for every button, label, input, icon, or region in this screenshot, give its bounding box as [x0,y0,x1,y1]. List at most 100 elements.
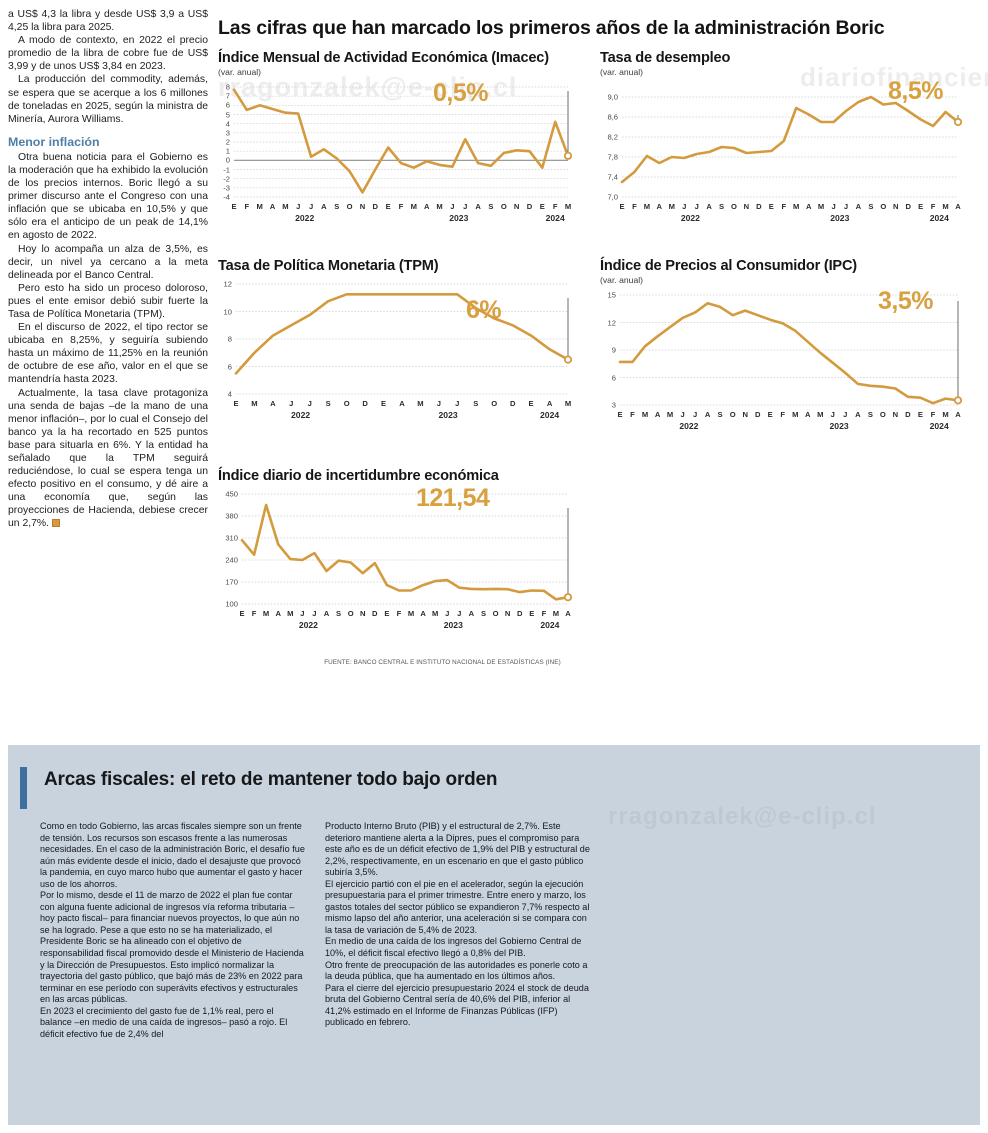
y-axis-tick: 6 [227,362,232,371]
y-axis-tick: 7 [225,91,230,101]
chart-title: Índice de Precios al Consumidor (IPC) [600,258,857,274]
chart-subtitle: (var. anual) [600,67,643,77]
fiscal-paragraph: Como en todo Gobierno, las arcas fiscale… [40,821,305,889]
x-axis-tick: D [526,202,533,211]
x-axis-tick: A [323,609,330,618]
x-axis-tick: S [868,202,874,211]
chart-title: Tasa de desempleo [600,50,731,66]
x-axis-tick: M [641,410,649,419]
x-axis-tick: D [905,202,911,211]
x-axis-tick: F [396,609,402,618]
x-axis-year-label: 2023 [830,213,850,223]
x-axis-tick: J [843,202,849,211]
article-paragraph: A modo de contexto, en 2022 el precio pr… [8,35,208,73]
x-axis-tick: J [436,399,442,408]
x-axis-tick: D [516,609,523,618]
top-section: rragonzalek@e-clip.cl diariofinanciero a… [8,8,988,666]
y-axis-tick: 1 [225,146,230,156]
x-axis-tick: O [879,410,886,419]
x-axis-tick: F [930,410,936,419]
last-point-marker [563,151,573,160]
headline-value: 121,54 [416,484,490,512]
y-axis-tick: 450 [225,489,238,499]
x-axis-tick: J [694,202,699,211]
x-axis-tick: J [450,202,455,211]
x-axis-tick: M [564,399,572,408]
fiscal-paragraph: Producto Interno Bruto (PIB) y el estruc… [325,821,590,878]
chart-svg [232,86,573,198]
x-axis-tick: F [552,202,558,211]
x-axis-tick: A [475,202,481,211]
x-axis-tick: S [473,399,479,408]
x-axis-tick: S [717,410,723,419]
last-point-marker [563,355,573,364]
x-axis-tick: F [632,202,637,211]
x-axis-tick: A [269,202,276,211]
x-axis-tick: A [270,399,276,408]
x-axis-tick: M [643,202,651,211]
x-axis-year-label: 2024 [540,620,560,630]
x-axis-tick: O [346,202,353,211]
x-axis-tick: F [781,202,787,211]
x-axis-tick: A [565,609,571,618]
x-axis-tick: D [756,202,762,211]
x-axis-tick: J [308,202,314,211]
fiscal-column-1: Como en todo Gobierno, las arcas fiscale… [40,821,307,1040]
x-axis-tick: O [347,609,354,618]
x-axis-tick: E [381,399,387,408]
x-axis-tick: N [742,410,748,419]
x-axis-tick: M [410,202,417,211]
y-axis-tick: 100 [225,599,238,609]
x-axis-tick: J [289,399,294,408]
x-axis-tick: M [942,202,949,211]
fiscal-paragraph: En medio de una caída de los ingresos de… [325,936,582,959]
data-line [240,503,570,601]
article-left-column: a US$ 4,3 la libra y desde US$ 3,9 a US$… [8,8,208,531]
x-axis-tick: J [843,410,848,419]
x-axis-year-label: 2023 [443,620,463,630]
x-axis-tick: M [793,202,800,211]
x-axis-tick: M [792,410,799,419]
y-axis-tick: 380 [225,511,238,521]
x-axis-tick: D [372,202,379,211]
y-axis-tick: -4 [223,192,230,202]
x-axis-tick: F [244,202,250,211]
fiscal-paragraph: Otro frente de preocupación de las autor… [325,959,588,982]
y-axis-tick: 6 [611,373,616,382]
data-line [618,302,960,405]
x-axis-tick: N [359,202,366,211]
x-axis-tick: M [817,410,824,419]
x-axis-tick: M [262,609,270,618]
x-axis-tick: S [719,202,725,211]
page-title: Las cifras que han marcado los primeros … [218,17,885,39]
fiscal-column-2: Producto Interno Bruto (PIB) y el estruc… [325,821,592,1040]
x-axis-tick: J [307,399,312,408]
y-axis-tick: 12 [607,318,616,327]
x-axis-tick: M [436,202,443,211]
x-axis-tick: A [805,202,812,211]
y-axis-tick: -3 [223,183,230,193]
headline-value: 6% [466,296,502,324]
x-axis-tick: A [855,410,861,419]
chart-title: Índice diario de incertidumbre económica [218,468,499,484]
y-axis-tick: -2 [223,174,230,184]
chart-subtitle: (var. anual) [600,275,643,285]
x-axis-tick: A [706,202,712,211]
chart-svg [620,95,963,198]
x-axis-tick: E [239,609,245,618]
x-axis-tick: J [463,202,468,211]
x-axis-tick: F [398,202,404,211]
x-axis-tick: A [855,202,862,211]
x-axis-tick: M [251,399,258,408]
fiscal-section: Arcas fiscales: el reto de mantener todo… [8,745,980,1125]
chart-ipc: Índice de Precios al Consumidor (IPC) (va… [600,258,978,435]
x-axis-tick: E [917,410,923,419]
y-axis-tick: 2 [225,137,230,147]
y-axis-tick: 9,0 [607,92,618,102]
x-axis-year-label: 2024 [929,421,949,431]
article-paragraph: La producción del commodity, además, se … [8,74,208,125]
article-paragraph: Pero esto ha sido un proceso doloroso, p… [8,282,208,320]
y-axis-tick: 12 [223,279,232,289]
x-axis-tick: E [768,202,774,211]
fiscal-article: Arcas fiscales: el reto de mantener todo… [14,755,594,1115]
